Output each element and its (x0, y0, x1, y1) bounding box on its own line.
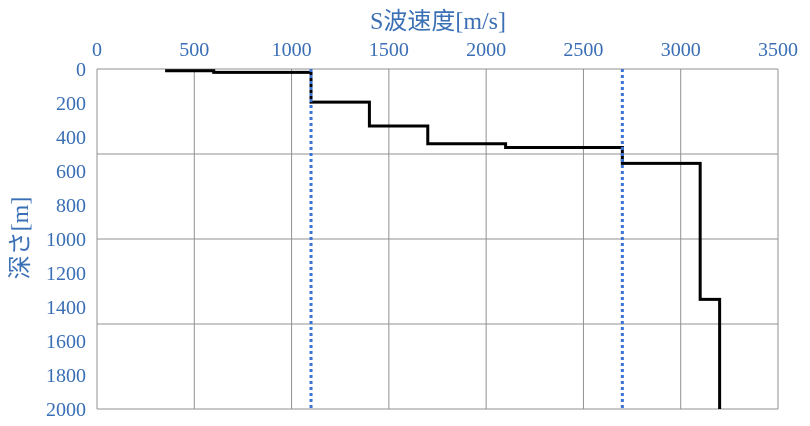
y-tick-label: 1800 (46, 365, 86, 387)
y-tick-labels: 0 200 400 600 800 1000 1200 1400 1600 1800 2000 (46, 59, 86, 421)
y-tick-label: 200 (56, 93, 86, 115)
frame-layer (96, 68, 778, 410)
grid-layer (97, 69, 779, 409)
x-tick-label: 0 (92, 39, 102, 61)
y-tick-label: 600 (56, 161, 86, 183)
y-tick-label: 1600 (46, 331, 86, 353)
y-tick-label: 1000 (46, 229, 86, 251)
y-tick-label: 2000 (46, 399, 86, 421)
y-tick-label: 1200 (46, 263, 86, 285)
x-tick-label: 1000 (272, 39, 312, 61)
x-tick-label: 500 (179, 39, 209, 61)
velocity-profile-line (165, 69, 722, 409)
y-tick-label: 400 (56, 127, 86, 149)
y-tick-label: 0 (76, 59, 86, 81)
x-tick-label: 3000 (661, 39, 701, 61)
x-tick-label: 3500 (758, 39, 798, 61)
x-axis-title: S波速度[m/s] (370, 8, 506, 35)
series-layer (165, 69, 722, 409)
x-tick-label: 1500 (369, 39, 409, 61)
y-tick-label: 800 (56, 195, 86, 217)
y-axis-title: 深さ[m] (7, 197, 34, 280)
x-tick-label: 2500 (563, 39, 603, 61)
x-tick-label: 2000 (466, 39, 506, 61)
y-tick-label: 1400 (46, 297, 86, 319)
x-tick-labels: 0 500 1000 1500 2000 2500 3000 3500 (92, 39, 798, 61)
